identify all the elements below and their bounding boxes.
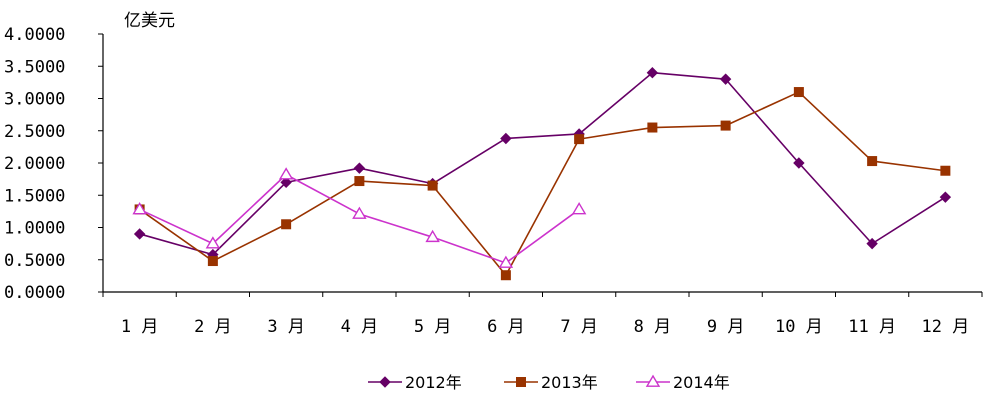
legend-label: 2014年 — [673, 373, 730, 392]
x-tick-label: 7 月 — [560, 317, 597, 337]
data-point — [498, 255, 514, 268]
x-tick-label: 10 月 — [775, 317, 823, 337]
x-tick-label: 5 月 — [414, 317, 451, 337]
data-point — [427, 180, 438, 191]
data-point — [132, 202, 147, 215]
data-point — [354, 176, 365, 187]
y-tick-label: 1.5000 — [4, 186, 65, 206]
data-point — [500, 132, 512, 145]
data-point — [205, 236, 221, 249]
x-tick-label: 2 月 — [194, 317, 231, 337]
data-point — [647, 122, 658, 133]
data-point — [720, 120, 731, 131]
legend-label: 2012年 — [405, 373, 462, 392]
x-tick-label: 8 月 — [634, 317, 671, 337]
data-point — [646, 66, 659, 79]
y-tick-label: 3.5000 — [4, 57, 65, 77]
x-tick-label: 3 月 — [267, 317, 304, 337]
y-tick-label: 2.5000 — [4, 122, 65, 142]
series-line-1 — [139, 91, 946, 277]
data-point — [207, 256, 218, 267]
data-point — [939, 191, 952, 203]
x-tick-label: 6 月 — [487, 317, 524, 337]
data-point — [278, 167, 294, 180]
y-axis-unit-label: 亿美元 — [124, 11, 175, 31]
series-line-0 — [139, 71, 946, 256]
data-point — [571, 202, 587, 215]
data-point — [500, 270, 511, 281]
x-tick-label: 11 月 — [848, 317, 896, 337]
x-tick-label: 9 月 — [707, 317, 744, 337]
legend: 2012年 2013年 2014年 — [368, 373, 730, 392]
data-point — [867, 156, 878, 167]
data-point — [866, 237, 878, 250]
legend-marker — [645, 374, 661, 387]
data-point — [425, 229, 440, 243]
axes: 0.0000 0.5000 1.0000 1.5000 2.0000 2.5000 3.00… — [4, 25, 983, 337]
x-tick-label: 4 月 — [341, 317, 378, 337]
x-tick-label: 1 月 — [121, 317, 158, 337]
data-point — [133, 228, 146, 240]
y-tick-label: 0.0000 — [4, 283, 65, 303]
y-tick-label: 3.0000 — [4, 90, 65, 110]
legend-label: 2013年 — [541, 373, 598, 392]
y-tick-label: 4.0000 — [4, 25, 65, 45]
legend-marker — [379, 376, 391, 388]
series-group — [132, 66, 952, 281]
data-point — [353, 162, 366, 174]
data-point — [793, 87, 804, 98]
data-point — [940, 165, 951, 176]
data-point — [281, 219, 292, 230]
data-point — [719, 73, 732, 85]
data-point — [574, 134, 585, 145]
data-point — [280, 176, 292, 189]
y-tick-label: 1.0000 — [4, 219, 65, 239]
y-tick-label: 2.0000 — [4, 154, 65, 174]
data-point — [352, 206, 367, 219]
x-tick-label: 12 月 — [922, 317, 970, 337]
legend-marker — [516, 377, 526, 387]
y-tick-label: 0.5000 — [4, 251, 65, 271]
data-point — [793, 157, 805, 169]
